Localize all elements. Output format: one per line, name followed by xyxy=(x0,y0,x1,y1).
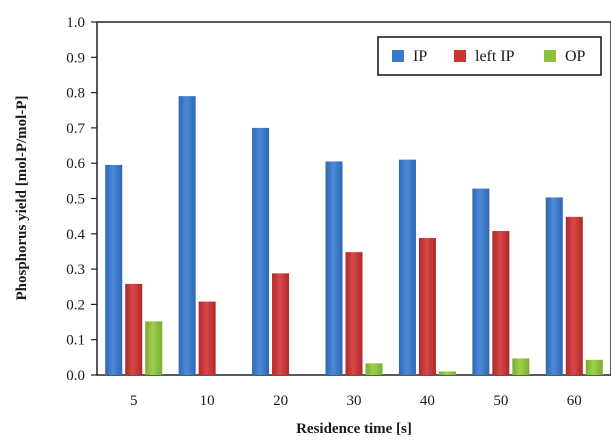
bar-left-ip-5 xyxy=(125,283,143,375)
bar-left-ip-40 xyxy=(418,238,436,375)
bar-ip-50 xyxy=(472,188,490,375)
bar-op-5 xyxy=(145,321,163,375)
legend-swatch-op xyxy=(544,50,556,62)
y-tick-label: 0.7 xyxy=(66,121,85,137)
y-tick-label: 0.0 xyxy=(66,368,85,384)
legend: IP left IP OP xyxy=(377,36,602,76)
y-tick-label: 0.3 xyxy=(66,262,85,278)
bar-left-ip-10 xyxy=(198,301,216,375)
bar-left-ip-50 xyxy=(492,230,510,375)
bar-ip-5 xyxy=(105,164,123,375)
y-tick-label: 0.2 xyxy=(66,297,85,313)
x-tick-label: 10 xyxy=(200,393,215,409)
x-tick-label: 30 xyxy=(347,393,362,409)
bar-op-40 xyxy=(438,371,456,375)
bar-left-ip-20 xyxy=(272,273,290,375)
bar-left-ip-60 xyxy=(565,216,583,375)
x-tick-label: 5 xyxy=(130,393,138,409)
legend-label: OP xyxy=(565,48,586,65)
y-axis: 0.0 0.1 0.2 0.3 0.4 0.5 0.6 0.7 0.8 0.9 1.0 xyxy=(66,15,97,384)
x-axis: 5 10 20 30 40 50 60 xyxy=(130,393,582,409)
bar-series xyxy=(105,96,603,376)
y-tick-label: 0.4 xyxy=(66,227,85,243)
x-tick-label: 60 xyxy=(567,393,582,409)
bar-ip-20 xyxy=(252,127,270,376)
bar-op-50 xyxy=(512,358,530,375)
y-tick-label: 0.6 xyxy=(66,156,85,172)
bar-left-ip-30 xyxy=(345,252,363,375)
legend-label: left IP xyxy=(475,48,515,65)
bar-ip-30 xyxy=(325,161,343,375)
y-tick-label: 0.9 xyxy=(66,50,85,66)
y-axis-title: Phosphorus yield [mol-P/mol-P] xyxy=(14,96,30,301)
legend-frame xyxy=(377,36,602,76)
x-tick-label: 20 xyxy=(273,393,288,409)
legend-label: IP xyxy=(413,48,427,65)
bar-ip-40 xyxy=(398,159,416,375)
bar-ip-10 xyxy=(178,96,196,375)
bar-op-60 xyxy=(585,359,603,375)
y-tick-label: 1.0 xyxy=(66,15,85,31)
y-tick-label: 0.1 xyxy=(66,333,85,349)
x-axis-title: Residence time [s] xyxy=(296,421,412,437)
legend-swatch-left-ip xyxy=(454,50,466,62)
bar-op-30 xyxy=(365,363,383,375)
x-tick-label: 50 xyxy=(493,393,508,409)
y-tick-label: 0.8 xyxy=(66,86,85,102)
legend-swatch-ip xyxy=(392,50,404,62)
bar-ip-60 xyxy=(545,197,563,375)
x-tick-label: 40 xyxy=(420,393,435,409)
y-tick-label: 0.5 xyxy=(66,192,85,208)
